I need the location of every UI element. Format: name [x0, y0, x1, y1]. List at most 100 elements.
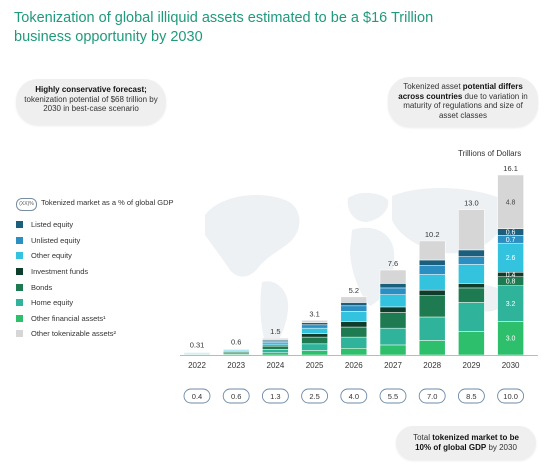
- bar-segment: [301, 336, 328, 345]
- bar-segment: [301, 320, 328, 323]
- callout-bottom-post: by 2030: [488, 442, 517, 452]
- potential-callout: Tokenized asset potential differs across…: [388, 77, 538, 127]
- bar-segment: [497, 285, 524, 322]
- bar-segment: [458, 264, 485, 284]
- gdp-badge-icon: (XX)%: [16, 198, 37, 211]
- bar-segment: [379, 327, 407, 346]
- bar-segment: [262, 352, 289, 356]
- legend-gdp-entry: (XX)% Tokenized market as a % of global …: [16, 198, 176, 211]
- bar-segment: [262, 337, 289, 341]
- bar-total-label: 3.1: [309, 309, 319, 318]
- bar-segment: [418, 316, 446, 341]
- segment-value-label: 2.6: [506, 255, 516, 262]
- gdp-percent-label: 8.5: [466, 392, 476, 401]
- bar-segment: [418, 289, 446, 296]
- bar-segment: [301, 324, 328, 329]
- x-tick-label: 2024: [267, 361, 285, 370]
- bar-total-label: 5.2: [349, 286, 359, 295]
- gdp-percent-pill: [457, 388, 485, 404]
- bar-segment: [340, 336, 368, 349]
- x-tick-label: 2027: [384, 361, 402, 370]
- bar-total-label: 0.6: [231, 337, 241, 346]
- gdp-target-callout: Total tokenized market to be 10% of glob…: [396, 426, 536, 460]
- legend: (XX)% Tokenized market as a % of global …: [16, 198, 176, 342]
- bar-segment: [379, 269, 407, 284]
- bar-segment: [458, 331, 485, 356]
- units-label: Trillions of Dollars: [458, 149, 522, 158]
- legend-swatch: [16, 283, 23, 291]
- gdp-percent-pill: [222, 388, 250, 404]
- bar-segment: [458, 209, 485, 251]
- legend-label: Bonds: [31, 282, 53, 292]
- x-tick-label: 2023: [227, 361, 245, 370]
- callout-bottom-bold: tokenized market to be 10% of global GDP: [415, 433, 519, 452]
- bar-segment: [301, 350, 328, 356]
- bar-segment: [379, 283, 407, 289]
- legend-item: Other financial assets¹: [16, 311, 176, 327]
- bar-segment: [340, 311, 368, 322]
- gdp-percent-label: 0.4: [192, 392, 202, 401]
- legend-item: Investment funds: [16, 264, 176, 280]
- bar-segment: [379, 287, 407, 295]
- bar-segment: [458, 287, 485, 303]
- callout-left-text: tokenization potential of $68 trillion b…: [24, 94, 158, 114]
- gdp-percent-pill: [418, 388, 446, 404]
- x-tick-label: 2025: [306, 361, 324, 370]
- bar-segment: [340, 302, 368, 307]
- gdp-percent-label: 4.0: [349, 392, 359, 401]
- legend-swatch: [16, 252, 23, 260]
- legend-label: Unlisted equity: [31, 235, 81, 245]
- bar-total-label: 1.5: [270, 327, 280, 336]
- bar-total-label: 13.0: [464, 199, 479, 208]
- legend-item: Listed equity: [16, 217, 176, 233]
- bar-segment: [262, 342, 289, 346]
- segment-value-label: 0.7: [506, 237, 516, 244]
- x-tick-label: 2026: [345, 361, 363, 370]
- gdp-percent-pill: [340, 388, 368, 404]
- gdp-percent-label: 5.5: [388, 392, 398, 401]
- legend-item: Home equity: [16, 295, 176, 311]
- legend-swatch: [16, 330, 23, 338]
- legend-label: Listed equity: [31, 220, 74, 230]
- bar-segment: [418, 274, 446, 291]
- bar-segment: [262, 340, 289, 343]
- callout-left-bold: Highly conservative forecast;: [35, 85, 147, 94]
- legend-item: Other equity: [16, 248, 176, 264]
- bar-segment: [379, 294, 407, 308]
- legend-swatch: [16, 236, 23, 244]
- bar-segment: [458, 256, 485, 265]
- legend-item: Bonds: [16, 279, 176, 295]
- segment-value-label: 3.0: [506, 336, 516, 343]
- legend-gdp-label: Tokenized market as a % of global GDP: [41, 198, 174, 207]
- bar-total-label: 16.1: [503, 164, 518, 173]
- callout-right-post: due to variation in maturity of regulati…: [403, 91, 528, 120]
- bar-segment: [301, 343, 328, 351]
- gdp-percent-pill: [183, 388, 211, 404]
- callout-right-pre: Tokenized asset: [403, 82, 461, 91]
- gdp-percent-pill: [301, 388, 329, 404]
- callout-bottom-pre: Total: [413, 433, 430, 442]
- segment-value-label: 0.6: [506, 230, 516, 237]
- legend-label: Home equity: [31, 298, 74, 308]
- gdp-percent-label: 2.5: [309, 392, 319, 401]
- gdp-percent-pill: [497, 388, 525, 404]
- legend-label: Other financial assets¹: [31, 313, 106, 323]
- bar-segment: [379, 306, 407, 313]
- segment-value-label: 0.8: [506, 279, 516, 286]
- forecast-callout: Highly conservative forecast; tokenizati…: [16, 79, 166, 125]
- bar-segment: [301, 333, 328, 338]
- legend-label: Other equity: [31, 251, 72, 261]
- bar-segment: [379, 344, 407, 356]
- bar-segment: [418, 259, 446, 266]
- gdp-percent-label: 1.3: [270, 392, 280, 401]
- legend-label: Other tokenizable assets²: [31, 329, 117, 339]
- bar-segment: [418, 240, 446, 261]
- bar-segment: [418, 295, 446, 318]
- legend-swatch: [16, 221, 23, 229]
- bar-segment: [458, 283, 485, 289]
- segment-value-label: 0.4: [506, 272, 516, 279]
- x-tick-label: 2028: [423, 361, 441, 370]
- legend-label: Investment funds: [31, 267, 89, 277]
- legend-swatch: [16, 268, 23, 276]
